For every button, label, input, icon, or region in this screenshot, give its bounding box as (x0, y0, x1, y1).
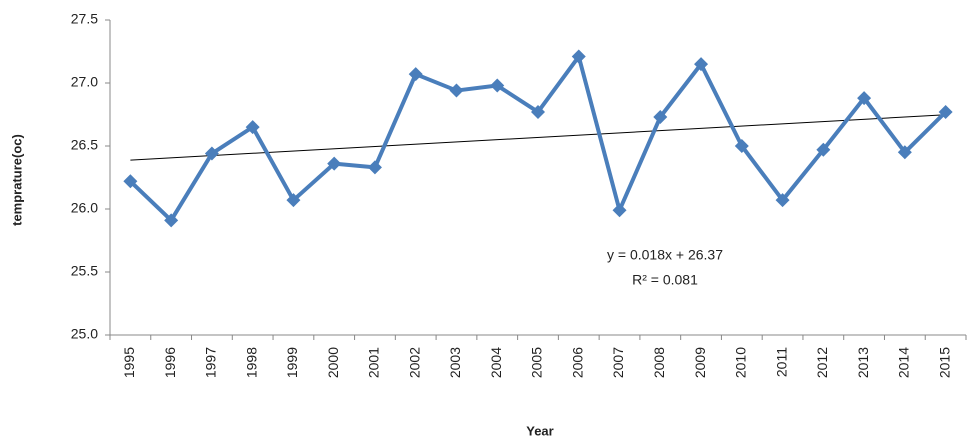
data-marker (204, 146, 219, 161)
data-marker (123, 174, 138, 189)
data-marker (653, 110, 668, 125)
x-tick-label: 2011 (773, 347, 789, 377)
x-tick-label: 2015 (936, 347, 952, 378)
data-marker (408, 67, 423, 82)
x-tick-label: 2000 (325, 347, 341, 378)
data-marker (164, 213, 179, 228)
y-tick-label: 26.0 (71, 200, 98, 216)
data-marker (286, 193, 301, 208)
x-tick-label: 2008 (651, 347, 667, 378)
data-marker (449, 83, 464, 98)
data-marker (775, 193, 790, 208)
x-tick-label: 2005 (529, 347, 545, 378)
y-tick-label: 25.5 (71, 263, 98, 279)
data-marker (327, 156, 342, 171)
data-line (128, 54, 948, 223)
y-tick-label: 27.5 (71, 11, 98, 27)
data-marker (531, 104, 545, 119)
y-tick-label: 25.0 (71, 326, 98, 342)
x-tick-label: 2013 (855, 347, 871, 378)
x-tick-label: 2007 (610, 347, 626, 378)
x-tick-label: 2006 (569, 347, 585, 378)
x-axis-title: Year (526, 423, 553, 438)
x-tick-label: 2002 (406, 347, 422, 378)
x-tick-label: 2010 (733, 347, 749, 378)
data-marker (734, 139, 749, 153)
x-tick-label: 2014 (896, 347, 912, 378)
y-tick-label: 27.0 (71, 74, 98, 90)
data-marker (245, 120, 260, 135)
data-marker (938, 104, 953, 119)
data-marker (816, 142, 831, 157)
data-marker (857, 91, 872, 106)
x-tick-label: 2012 (814, 347, 830, 378)
x-tick-label: 1997 (203, 347, 219, 378)
x-tick-label: 1998 (243, 347, 259, 378)
data-marker (694, 57, 709, 72)
x-tick-label: 2003 (447, 347, 463, 378)
x-tick-label: 1996 (162, 347, 178, 378)
data-marker (571, 49, 586, 64)
data-marker (490, 78, 505, 93)
x-tick-label: 2001 (366, 347, 382, 378)
data-marker (897, 145, 912, 160)
y-tick-label: 26.5 (71, 137, 98, 153)
x-tick-label: 2009 (692, 347, 708, 378)
trend-equation: y = 0.018x + 26.37 (607, 247, 723, 263)
data-marker (367, 160, 382, 175)
y-axis-title: temprature(oc) (9, 134, 24, 226)
x-tick-label: 2004 (488, 347, 504, 378)
x-tick-label: 1995 (121, 347, 137, 378)
trend-r2: R² = 0.081 (632, 272, 698, 288)
data-marker (612, 203, 627, 218)
x-tick-label: 1999 (284, 347, 300, 378)
